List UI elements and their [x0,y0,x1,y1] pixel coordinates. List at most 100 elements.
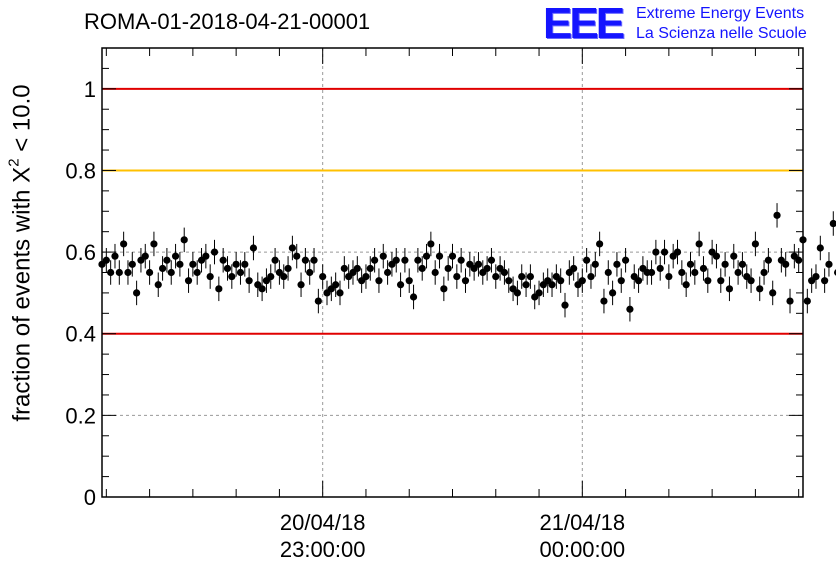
data-point [440,285,448,293]
x-tick-label-date: 20/04/18 [280,510,366,535]
data-point [245,277,253,285]
data-point [366,264,374,273]
data-point [570,264,578,273]
data-point [189,260,197,268]
data-point [176,260,184,268]
data-point [120,240,128,248]
data-point [751,240,760,248]
data-point [717,277,725,285]
data-point [617,277,625,285]
data-point [167,268,175,277]
data-point [660,248,669,256]
data-point [284,264,292,273]
data-point [682,281,690,289]
data-point [431,268,439,277]
data-point [656,264,664,273]
data-point [561,301,569,309]
data-point [613,260,621,268]
data-point [712,252,721,260]
data-point [401,256,409,264]
x-tick-label-date: 21/04/18 [539,510,625,535]
data-point [604,268,612,277]
data-point [306,268,314,277]
data-point [258,285,266,293]
data-point [756,285,764,293]
data-point [769,289,777,297]
data-point [362,272,370,281]
data-point [301,256,309,264]
data-point [154,281,162,289]
data-point [829,219,836,228]
reference-lines [102,87,803,335]
data-point [725,285,734,293]
data-point [444,264,452,273]
data-point [782,260,790,268]
data-point [297,281,305,289]
y-tick-label: 0.2 [65,403,96,428]
data-point [734,268,742,277]
data-point [686,260,695,268]
data-point [171,252,180,260]
data-point [128,260,136,268]
data-point [232,260,240,268]
chart-title: ROMA-01-2018-04-21-00001 [84,9,371,34]
data-point [821,277,829,285]
data-point [409,293,418,301]
y-axis-label-prefix: fraction of events with [8,182,36,422]
data-point [578,277,586,285]
data-point [699,264,708,273]
data-point [505,277,513,285]
data-point [145,268,154,277]
data-point [621,256,630,264]
data-point [228,272,236,281]
data-point [405,277,413,285]
data-point [587,272,595,281]
data-point [310,256,318,264]
data-point [634,277,643,285]
data-point [591,260,599,268]
data-point [249,244,258,252]
data-point [795,256,803,264]
data-point [721,260,729,268]
data-point [652,248,660,256]
data-point [288,244,296,252]
y-axis-label-sup: 2 [5,158,23,167]
data-point [150,240,158,248]
data-point [267,272,275,281]
data-point [163,256,171,264]
data-point [825,260,833,268]
data-point [583,256,591,264]
data-point [526,272,534,281]
data-point [102,256,110,264]
data-point [427,240,435,248]
axis-ticks [102,47,803,498]
data-point [673,248,682,256]
data-point [180,236,188,244]
data-point [665,272,673,281]
data-point [210,248,219,256]
data-point [435,252,444,260]
data-point [236,268,245,277]
y-tick-label: 1 [84,77,96,102]
data-point [626,305,634,313]
data-point [548,281,556,289]
data-point [535,289,543,297]
data-point [202,252,210,260]
data-points [98,203,836,322]
data-point [500,268,509,277]
data-point [518,272,526,281]
data-point [319,272,327,281]
data-point [219,256,227,264]
data-point [193,268,201,277]
data-point [522,281,530,289]
y-tick-label: 0.6 [65,240,96,265]
x-tick-label-time: 00:00:00 [539,537,625,562]
data-point [647,268,656,277]
data-point [280,272,288,281]
data-point [773,211,781,219]
data-point [786,297,794,305]
data-point [379,252,387,260]
data-point [513,289,522,297]
